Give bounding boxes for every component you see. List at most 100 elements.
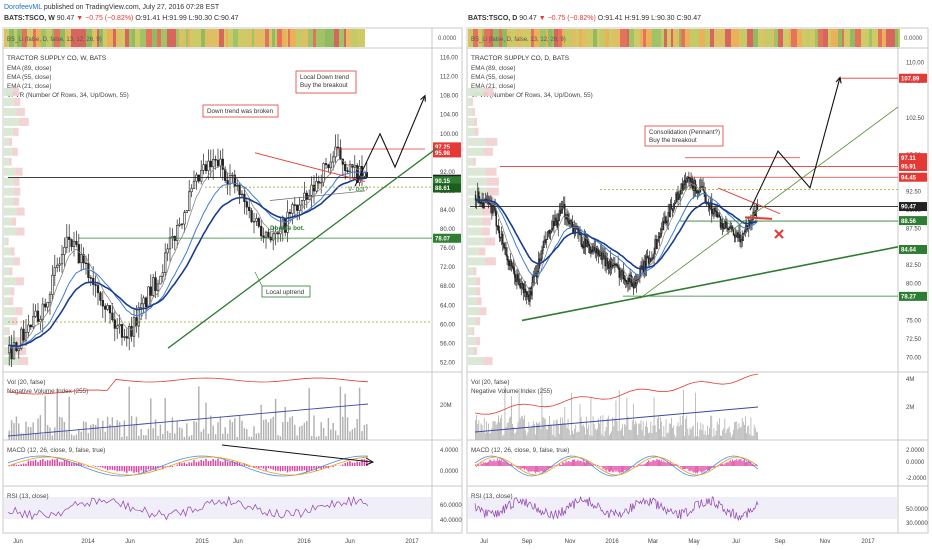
right-strip-cell bbox=[652, 29, 658, 47]
right-candle-body bbox=[748, 219, 750, 230]
right-price-tag-label: 84.64 bbox=[901, 248, 917, 254]
left-candle-body bbox=[308, 195, 311, 200]
left-vpvr-down bbox=[9, 297, 14, 306]
left-strip-cell bbox=[233, 29, 238, 47]
right-strip-cell bbox=[673, 29, 679, 47]
left-vpvr-up bbox=[4, 107, 17, 116]
right-strip-cell bbox=[548, 29, 552, 47]
left-strip-cell bbox=[36, 29, 41, 47]
right-strip-cell bbox=[646, 29, 652, 47]
left-macd-tick: 0.0000 bbox=[440, 469, 459, 475]
right-candle-body bbox=[520, 283, 522, 289]
left-candle-body bbox=[99, 292, 102, 301]
right-strip-cell bbox=[802, 29, 807, 47]
right-vpvr-up bbox=[468, 297, 477, 306]
left-candle-body bbox=[190, 188, 193, 193]
left-candle-body bbox=[260, 225, 263, 237]
left-strip-cell bbox=[186, 29, 188, 47]
right-price-tick: 72.50 bbox=[906, 337, 922, 343]
right-candle-body bbox=[618, 267, 620, 278]
right-strip-cell bbox=[579, 29, 582, 47]
left-strip-cell bbox=[140, 29, 146, 47]
right-vpvr-down bbox=[475, 337, 481, 346]
right-candle-body bbox=[743, 231, 746, 234]
right-strip-cell bbox=[484, 29, 490, 47]
left-candle-body bbox=[17, 348, 20, 351]
left-candle-body bbox=[51, 274, 54, 295]
right-strip-cell bbox=[739, 29, 741, 47]
left-candle-body bbox=[120, 324, 124, 338]
right-time-tick: Sep bbox=[775, 539, 786, 545]
right-candle-body bbox=[730, 225, 733, 228]
left-strip-cell bbox=[103, 29, 107, 47]
left-candle-body bbox=[207, 160, 210, 171]
right-strip-cell bbox=[562, 29, 565, 47]
right-price-tag bbox=[899, 244, 927, 254]
right-candle-body bbox=[552, 221, 554, 229]
right-candle-body bbox=[752, 211, 754, 220]
right-strip-cell bbox=[872, 29, 878, 47]
right-candle-body bbox=[590, 249, 592, 254]
left-vpvr-up bbox=[4, 197, 14, 206]
left-candle-body bbox=[322, 163, 325, 183]
right-candle-body bbox=[521, 283, 524, 285]
left-vpvr-down bbox=[12, 127, 19, 136]
right-strip-cell bbox=[507, 29, 510, 47]
right-vpvr-down bbox=[473, 267, 477, 276]
right-vpvr-up bbox=[468, 137, 486, 146]
right-price-tick: 75.00 bbox=[906, 318, 922, 324]
right-projection-arrow bbox=[749, 77, 841, 211]
right-candle-body bbox=[641, 265, 643, 268]
left-candle-body bbox=[180, 223, 184, 226]
author-link[interactable]: DorofeevML bbox=[4, 4, 42, 11]
right-vpvr-down bbox=[486, 177, 499, 186]
left-price-tick: 64.00 bbox=[440, 303, 456, 309]
right-strip-cell bbox=[815, 29, 818, 47]
left-note-local-down-box bbox=[295, 70, 357, 94]
right-price-tick: 80.00 bbox=[906, 282, 922, 288]
right-candle-body bbox=[650, 258, 652, 262]
right-candle-body bbox=[597, 249, 600, 256]
left-strip-cell bbox=[116, 29, 121, 47]
right-candle-body bbox=[621, 269, 624, 272]
right-candle-body bbox=[721, 223, 724, 229]
right-vpvr-up bbox=[468, 147, 484, 156]
right-strip-label: BS_Li (false, D, false, 13, 12, 26, 9) bbox=[471, 37, 566, 43]
right-strip-cell bbox=[855, 29, 861, 47]
right-price-tag-label: 97.11 bbox=[901, 156, 916, 162]
right-strip-cell bbox=[473, 29, 478, 47]
right-candle-body bbox=[499, 236, 502, 239]
right-strip-cell bbox=[791, 29, 794, 47]
left-candle-body bbox=[130, 326, 133, 337]
right-strip-cell bbox=[667, 29, 671, 47]
right-strip-cell bbox=[622, 29, 627, 47]
right-candle-body bbox=[739, 232, 741, 243]
left-vpvr-up bbox=[4, 277, 16, 286]
right-candle-body bbox=[503, 243, 505, 248]
left-strip-cell bbox=[224, 29, 226, 47]
left-candle-body bbox=[142, 297, 145, 305]
left-candle-body bbox=[221, 158, 224, 170]
left-candle-body bbox=[209, 160, 212, 168]
left-c: C:90.47 bbox=[214, 15, 239, 22]
left-vpvr-up bbox=[4, 88, 13, 96]
left-candle-body bbox=[327, 164, 330, 169]
right-strip-cell bbox=[774, 29, 778, 47]
left-note-local-down-text: Buy the breakout bbox=[300, 82, 348, 89]
left-candle-body bbox=[80, 254, 83, 264]
right-macd-tick: -2.0000 bbox=[906, 476, 927, 482]
right-candle-body bbox=[681, 183, 684, 190]
left-candle-body bbox=[236, 184, 239, 187]
left-strip-cell bbox=[252, 29, 254, 47]
left-vpvr-down bbox=[13, 187, 21, 196]
left-vpvr-down bbox=[12, 88, 19, 96]
left-candle-body bbox=[104, 305, 107, 310]
right-candle-body bbox=[639, 268, 641, 279]
right-candle-body bbox=[598, 254, 601, 256]
left-candle-body bbox=[296, 204, 299, 211]
left-vol-label: Vol (20, false) bbox=[7, 379, 46, 386]
right-candle-body bbox=[627, 278, 629, 285]
right-candle-body bbox=[658, 236, 661, 238]
right-strip-cell bbox=[823, 29, 828, 47]
